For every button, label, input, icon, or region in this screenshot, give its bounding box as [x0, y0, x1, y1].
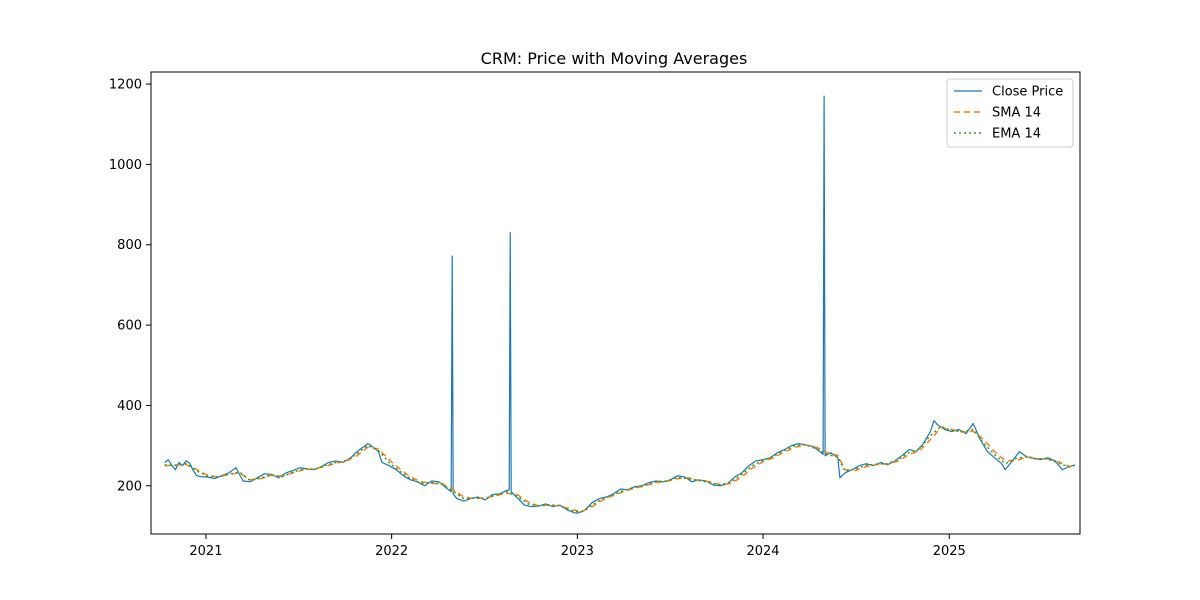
- x-tick-label: 2022: [375, 544, 408, 559]
- axes-frame: [150, 71, 1081, 535]
- legend-label-ema: EMA 14: [992, 127, 1041, 142]
- x-tick-label: 2025: [933, 544, 966, 559]
- legend-label-close: Close Price: [992, 85, 1063, 100]
- x-tick-label: 2023: [561, 544, 594, 559]
- x-axis: 2021 2022 2023 2024 2025: [189, 534, 966, 559]
- y-tick-label: 1200: [109, 78, 142, 93]
- series-line-sma-14: [164, 426, 1076, 513]
- series-line-close-price: [164, 95, 1076, 514]
- y-tick-label: 600: [117, 319, 142, 334]
- y-tick-label: 400: [117, 399, 142, 414]
- y-tick-label: 800: [117, 238, 142, 253]
- y-tick-label: 1000: [109, 158, 142, 173]
- y-tick-label: 200: [117, 479, 142, 494]
- series-line-ema-14: [164, 425, 1076, 513]
- legend-label-sma: SMA 14: [992, 106, 1041, 121]
- legend-box: [946, 78, 1074, 148]
- x-tick-label: 2024: [746, 544, 779, 559]
- plot-area: [164, 95, 1076, 514]
- x-tick-label: 2021: [189, 544, 222, 559]
- chart-title: CRM: Price with Moving Averages: [481, 49, 748, 68]
- legend: Close Price SMA 14 EMA 14: [946, 78, 1074, 148]
- y-axis: 200 400 600 800 1000 1200: [109, 78, 151, 494]
